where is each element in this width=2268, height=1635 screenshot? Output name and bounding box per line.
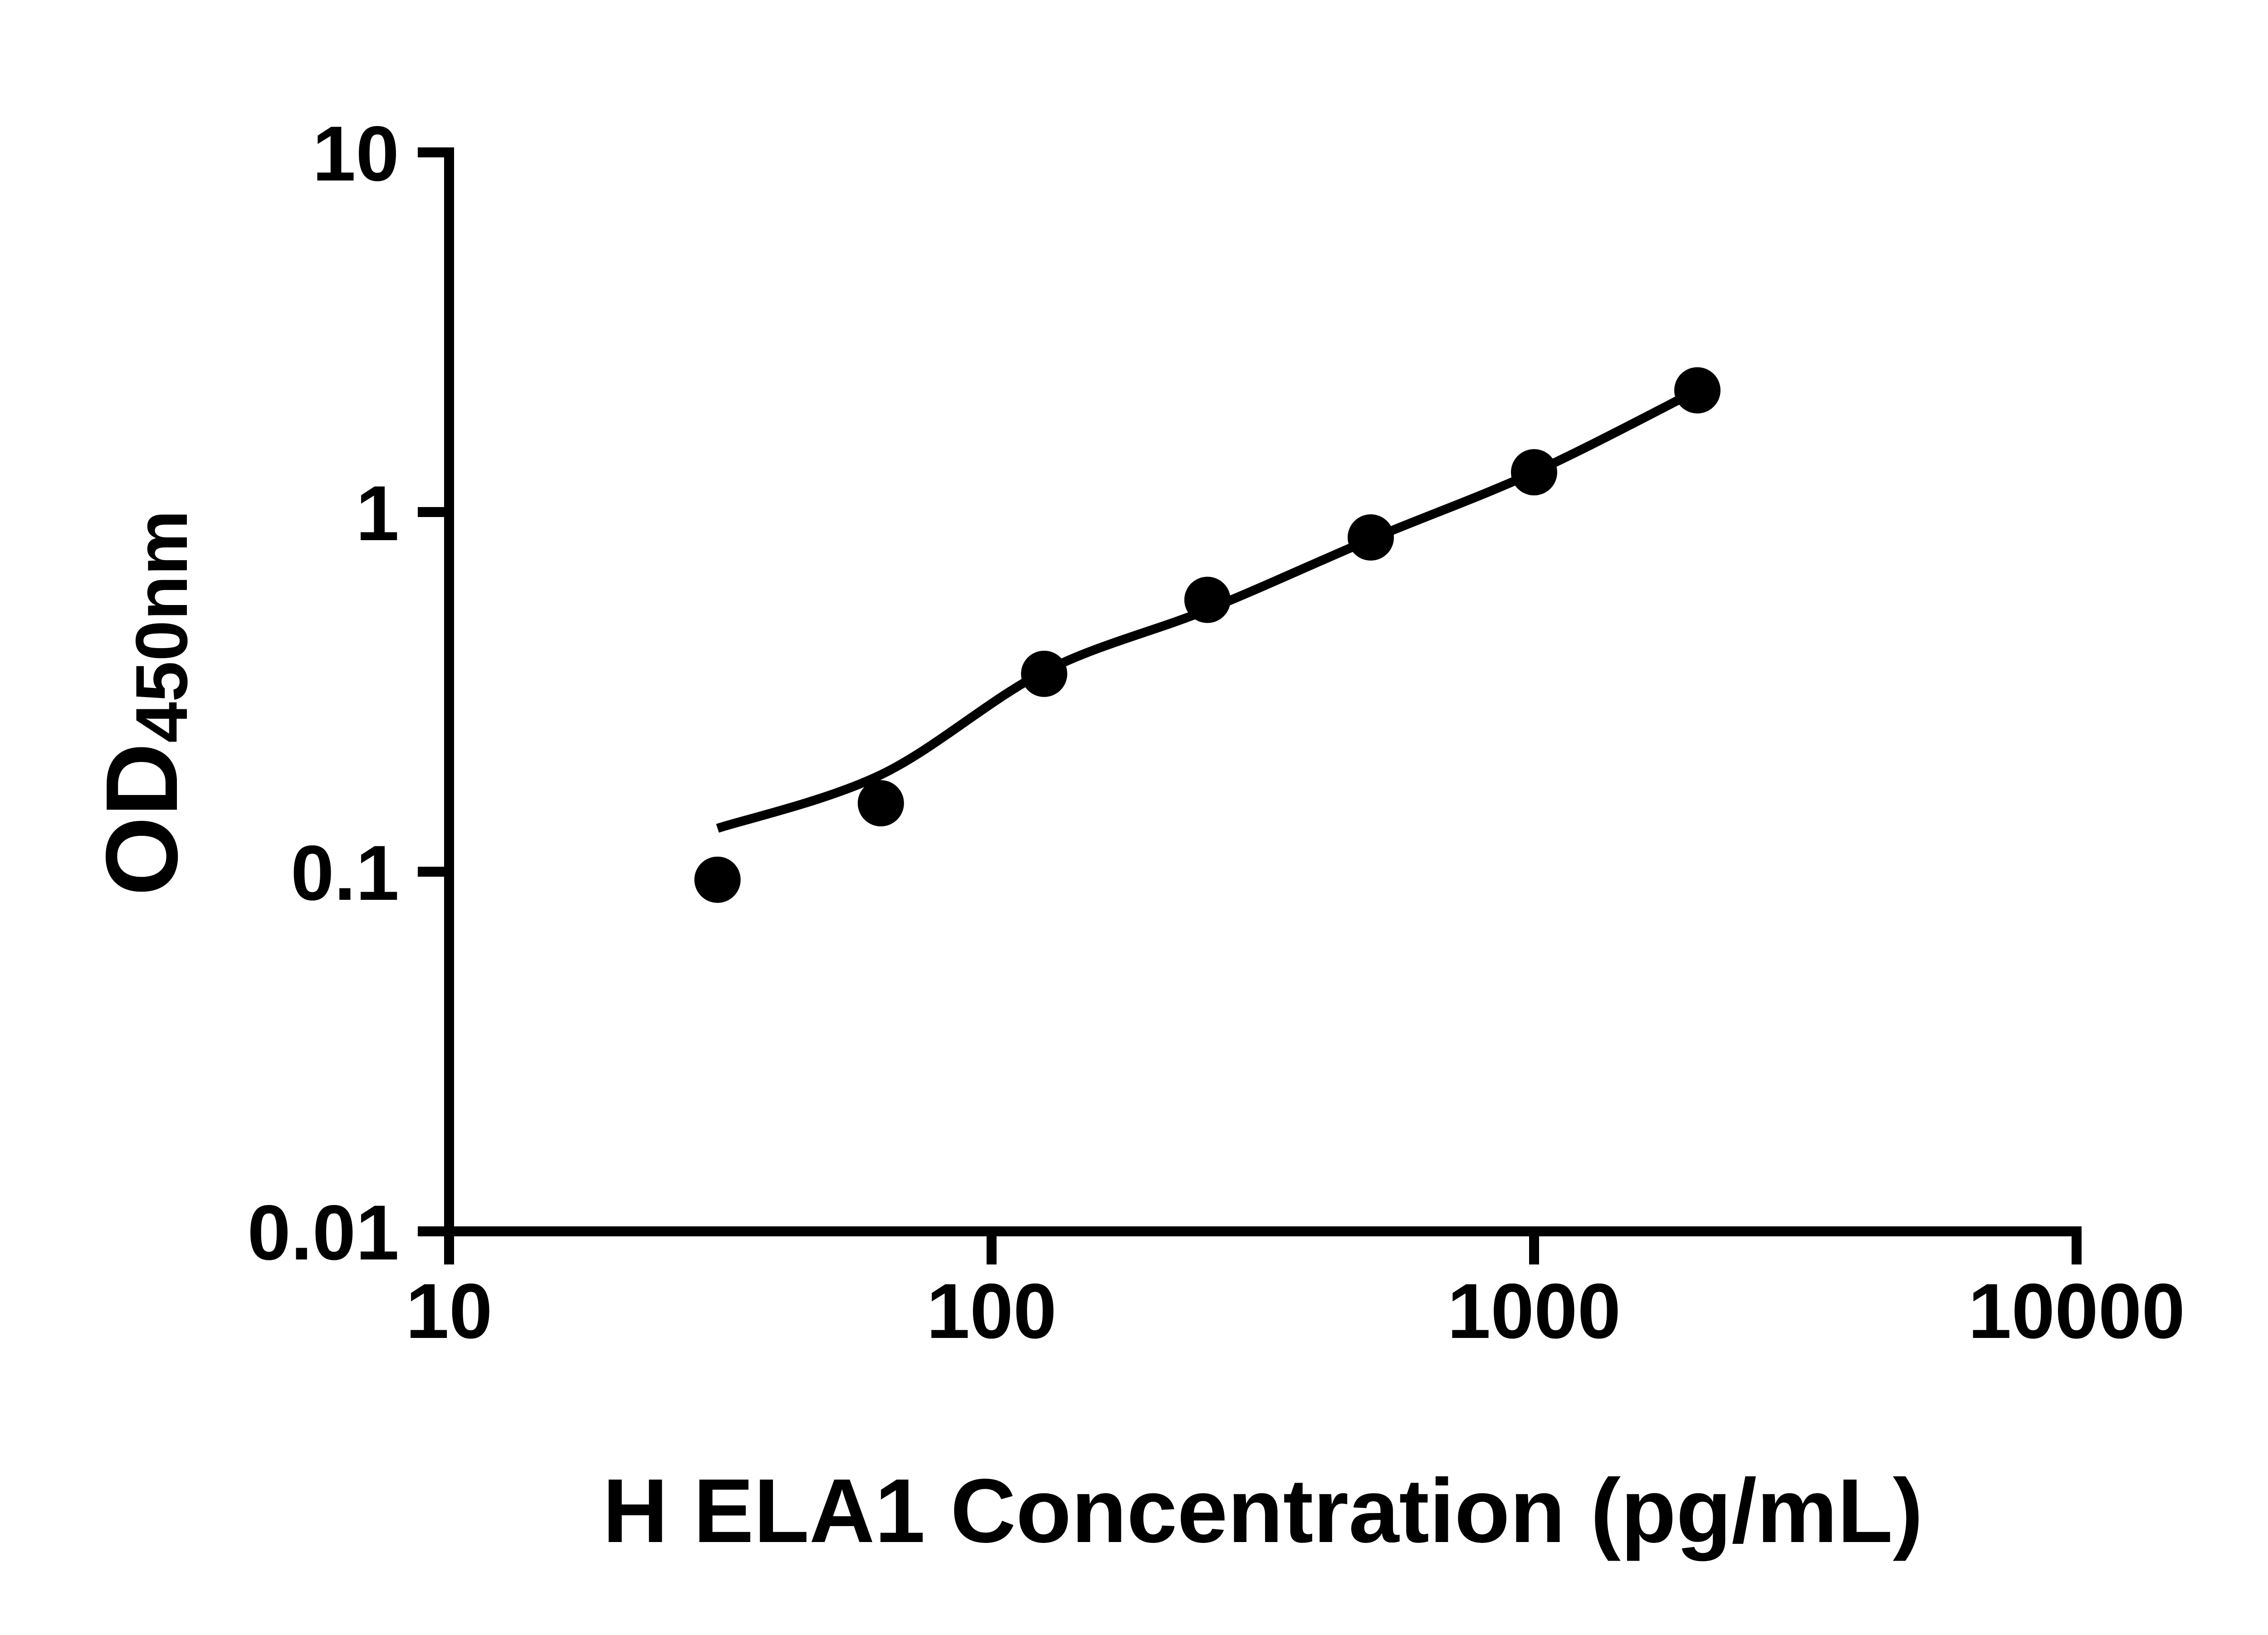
y-axis-title-main: OD [84,743,199,896]
y-tick-label-0.01: 0.01 [247,1189,399,1276]
axis-ticks [418,147,2082,1264]
axes [444,147,2082,1236]
x-tick-label-100: 100 [927,1268,1057,1355]
data-point-125 [1021,650,1067,697]
x-axis-title: H ELA1 Concentration (pg/mL) [602,1460,1923,1562]
y-axis-title-subscript: 450nm [121,510,203,743]
data-point-2000 [1674,367,1721,414]
y-tick-label-1: 1 [356,470,399,557]
y-tick-label-10: 10 [313,110,399,197]
data-point-62.5 [857,780,904,827]
data-point-1000 [1511,449,1557,496]
x-tick-label-10: 10 [406,1268,492,1355]
x-tick-label-10000: 10000 [1968,1268,2185,1355]
data-point-250 [1184,576,1231,623]
x-tick-label-1000: 1000 [1447,1268,1621,1355]
data-points [694,367,1721,903]
y-axis-title: OD450nm [84,510,203,896]
data-point-31.25 [694,856,741,903]
y-tick-label-0.1: 0.1 [291,830,399,917]
data-point-500 [1348,514,1394,561]
